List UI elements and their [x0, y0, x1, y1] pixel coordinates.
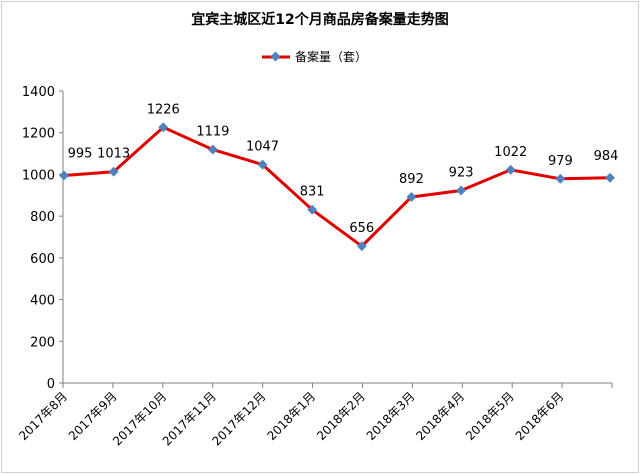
x-tick-label: 2017年12月	[209, 389, 268, 448]
y-axis: 0 200 400 600 800 1000 1200 1400	[22, 85, 64, 392]
legend-marker	[270, 51, 281, 62]
x-tick-label: 2018年4月	[413, 389, 467, 443]
x-tick-label: 2017年8月	[16, 389, 70, 443]
x-axis: 2017年8月2017年9月2017年10月2017年11月2017年12月20…	[16, 382, 613, 448]
data-point	[356, 241, 367, 252]
data-point	[406, 192, 417, 202]
data-point	[555, 173, 566, 184]
series-polyline	[63, 125, 611, 248]
data-label: 923	[449, 165, 474, 180]
data-point	[108, 166, 119, 177]
data-label: 1047	[246, 140, 279, 155]
data-point	[605, 172, 615, 183]
data-point	[505, 164, 516, 175]
y-tick-label: 1200	[22, 127, 55, 142]
y-tick-label: 800	[30, 210, 55, 225]
data-label: 1119	[196, 125, 229, 140]
y-tick-label: 1000	[22, 168, 55, 183]
data-label: 1226	[147, 102, 180, 117]
x-tick-label: 2018年1月	[264, 389, 318, 443]
data-point	[257, 159, 268, 170]
data-point	[307, 204, 318, 215]
chart-title: 宜宾主城区近12个月商品房备案量走势图	[191, 11, 448, 28]
data-label: 995	[68, 146, 93, 161]
x-tick-label: 2018年5月	[463, 389, 517, 443]
legend: 备案量（套）	[262, 49, 367, 64]
y-tick-label: 0	[47, 377, 55, 392]
data-label: 984	[594, 149, 619, 164]
data-point	[456, 185, 467, 196]
data-label: 1013	[97, 147, 130, 162]
data-label: 892	[399, 172, 424, 187]
series-line	[59, 122, 615, 252]
x-tick-label: 2017年9月	[66, 389, 120, 443]
y-tick-label: 1400	[22, 85, 55, 100]
data-point	[207, 144, 218, 155]
y-tick-label: 600	[30, 252, 55, 267]
x-tick-label: 2018年3月	[364, 389, 418, 443]
data-label: 1022	[494, 145, 527, 160]
data-labels: 995 1013 1226 1119 1047 831 656 892 923 1022 979 98…	[68, 102, 619, 236]
y-tick-label: 400	[30, 294, 55, 309]
data-label: 979	[548, 154, 573, 169]
y-tick-label: 200	[30, 335, 55, 350]
data-point	[59, 170, 69, 181]
x-tick-label: 2018年6月	[513, 389, 567, 443]
x-tick-label: 2018年2月	[314, 389, 368, 443]
data-point	[158, 122, 169, 133]
data-label: 656	[349, 221, 374, 236]
data-label: 831	[300, 185, 325, 200]
legend-label: 备案量（套）	[295, 49, 367, 64]
